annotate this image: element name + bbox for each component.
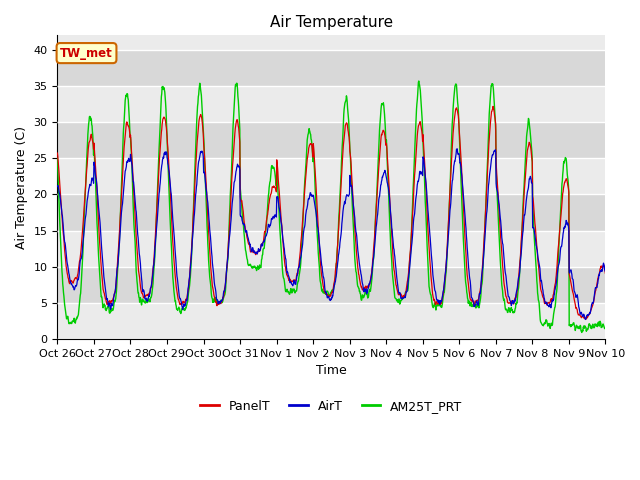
- Y-axis label: Air Temperature (C): Air Temperature (C): [15, 126, 28, 249]
- Bar: [58, 122, 605, 158]
- Title: Air Temperature: Air Temperature: [270, 15, 393, 30]
- Bar: [58, 267, 605, 303]
- Text: TW_met: TW_met: [60, 47, 113, 60]
- Bar: [58, 50, 605, 86]
- Bar: [58, 194, 605, 230]
- Legend: PanelT, AirT, AM25T_PRT: PanelT, AirT, AM25T_PRT: [195, 395, 468, 418]
- X-axis label: Time: Time: [316, 364, 347, 377]
